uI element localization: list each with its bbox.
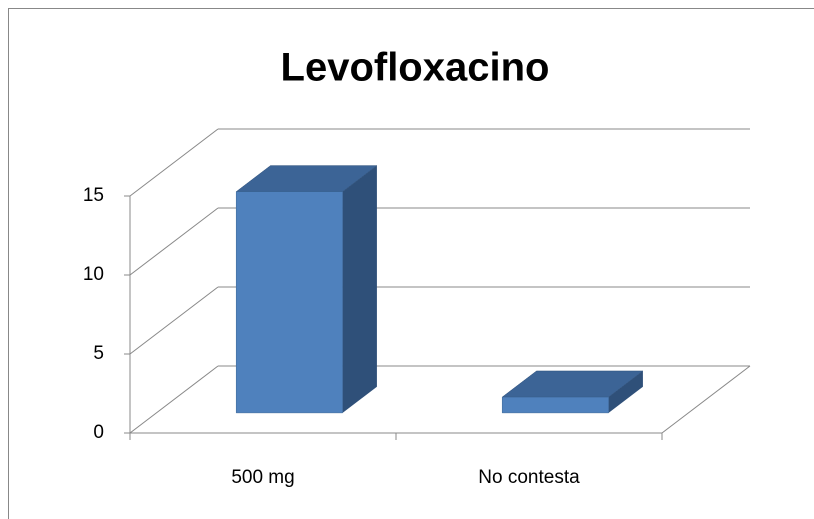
- x-tick-label: No contesta: [478, 467, 580, 488]
- bar-side: [608, 370, 643, 413]
- grid-line: [129, 207, 219, 276]
- floor-right: [661, 365, 751, 434]
- x-tick-label: 500 mg: [231, 467, 294, 488]
- chart-title: Levofloxacino: [281, 46, 550, 90]
- y-tick-label: 10: [83, 264, 104, 285]
- chart-border: [8, 8, 814, 519]
- grid-line: [129, 286, 219, 355]
- y-tick-label: 0: [93, 422, 104, 443]
- y-tick-label: 15: [83, 185, 104, 206]
- bar: [501, 396, 609, 414]
- grid-line: [129, 365, 219, 434]
- y-tick-label: 5: [93, 343, 104, 364]
- grid-line: [129, 128, 219, 197]
- bar: [235, 191, 343, 414]
- bar-side: [342, 165, 377, 413]
